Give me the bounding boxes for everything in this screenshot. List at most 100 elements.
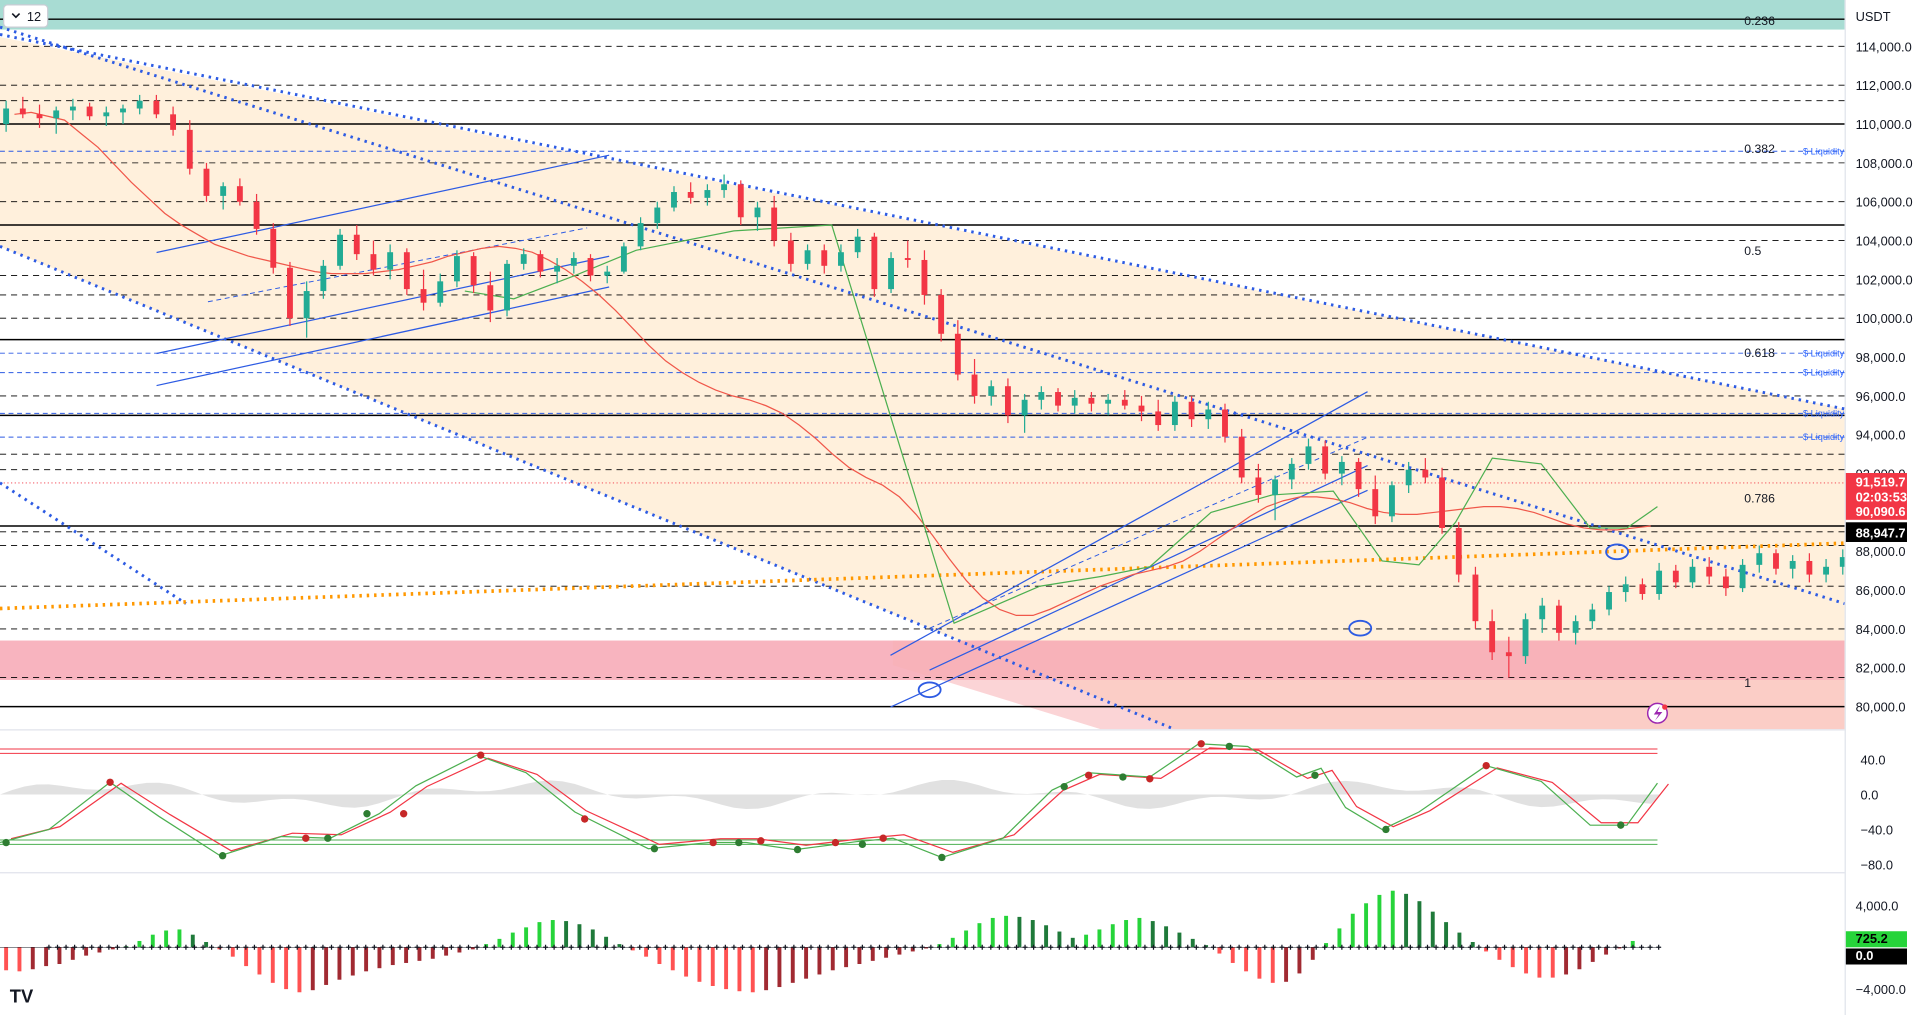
zero-cross-marker: [1442, 944, 1448, 950]
cross-dot: [650, 845, 659, 853]
zero-cross-marker: [286, 944, 292, 950]
histogram-bar: [1364, 903, 1369, 948]
interval-button[interactable]: 12: [3, 4, 49, 28]
candle-body: [353, 234, 360, 255]
zero-cross-marker: [1159, 944, 1165, 950]
histogram-bar: [1350, 913, 1355, 948]
zero-cross-marker: [1296, 944, 1302, 950]
candle-body: [1255, 477, 1262, 495]
chevron-down-icon: [11, 12, 21, 19]
histogram-bar: [457, 947, 462, 953]
histogram-bar: [1457, 932, 1462, 948]
price-pane[interactable]: 0.236 0.382 0.5 0.618 0.786 1 $ Liquidity $ Liq…: [0, 0, 1918, 730]
candle-body: [570, 258, 577, 266]
zero-cross-marker: [140, 944, 146, 950]
channel-line: [156, 154, 610, 254]
zero-cross-marker: [996, 944, 1002, 950]
zero-cross-marker: [303, 944, 309, 950]
candle-body: [1038, 392, 1045, 400]
fib-label: 0.786: [1744, 491, 1775, 505]
zero-cross-marker: [817, 944, 823, 950]
candle-body: [1355, 461, 1362, 490]
candle-body: [1071, 397, 1078, 406]
lightning-icon[interactable]: [1646, 702, 1668, 724]
candle-body: [1722, 576, 1729, 589]
zero-cross-marker: [414, 944, 420, 950]
histogram-bar: [1217, 947, 1222, 954]
candle-body: [1338, 461, 1345, 474]
candle-body: [721, 184, 728, 191]
histogram-bar: [924, 947, 929, 949]
logo-icon: TV: [10, 986, 34, 1007]
candle-body: [203, 168, 210, 196]
histogram-bar: [684, 947, 689, 977]
candle-body: [36, 114, 43, 119]
candle-body: [1455, 527, 1462, 575]
histogram-bar: [110, 947, 115, 950]
zero-cross-marker: [1356, 944, 1362, 950]
zero-cross-marker: [954, 944, 960, 950]
cross-dot: [1617, 821, 1625, 829]
histogram-bar: [1030, 920, 1035, 948]
histogram-bar: [537, 922, 542, 948]
zero-cross-marker: [1347, 944, 1353, 950]
histogram-bar: [230, 947, 235, 957]
candle-body: [1205, 409, 1212, 420]
candle-body: [1639, 584, 1646, 594]
histogram-bar: [1257, 947, 1262, 979]
zero-cross-marker: [1476, 944, 1482, 950]
price-tick-label: 108,000.0: [1856, 156, 1913, 171]
histogram-bar: [444, 947, 449, 956]
zero-cross-marker: [337, 944, 343, 950]
bottom-marker-circle: [1605, 543, 1630, 561]
zero-cross-marker: [714, 944, 720, 950]
zero-cross-marker: [877, 944, 882, 950]
cross-dot: [477, 751, 485, 759]
zero-cross-marker: [1596, 944, 1602, 950]
zero-cross-marker: [1185, 944, 1191, 950]
zero-cross-marker: [1510, 944, 1516, 950]
zero-cross-marker: [534, 944, 540, 950]
histogram-bar: [1524, 947, 1529, 974]
histogram-bar: [710, 947, 715, 986]
candle-body: [1656, 570, 1663, 594]
zero-cross-marker: [1099, 944, 1105, 950]
line-price-tag-bg: [1845, 522, 1907, 542]
zero-cross-marker: [859, 944, 865, 950]
zero-cross-marker: [1031, 944, 1037, 950]
candle-body: [1188, 401, 1195, 420]
candle-body: [1505, 652, 1512, 657]
histogram-tick-label: −4,000.0: [1856, 982, 1906, 997]
candle-body: [587, 258, 594, 276]
zero-cross-marker: [1236, 944, 1242, 950]
price-tick-label: 106,000.0: [1856, 195, 1913, 210]
liquidity-label: $ Liquidity: [1803, 368, 1845, 378]
zero-cross-marker: [971, 944, 977, 950]
zero-cross-marker: [277, 944, 283, 950]
candle-body: [504, 263, 510, 311]
zero-cross-marker: [594, 944, 600, 950]
histogram-bar: [84, 947, 89, 956]
zero-cross-marker: [431, 944, 437, 950]
zero-cross-marker: [1519, 944, 1525, 950]
candle-body: [1439, 477, 1445, 528]
candle-body: [1372, 489, 1379, 517]
cross-dot: [1311, 771, 1319, 779]
histogram-zero-markers: [0, 944, 1662, 950]
zero-cross-marker: [1108, 944, 1114, 950]
zero-cross-marker: [808, 944, 814, 950]
histogram-pane[interactable]: [0, 890, 1662, 993]
zero-cross-marker: [1210, 944, 1216, 950]
zero-cross-marker: [380, 944, 386, 950]
histogram-bar: [284, 947, 289, 990]
cross-dot: [1119, 773, 1127, 781]
zero-cross-marker: [688, 944, 694, 950]
candle-body: [153, 100, 160, 115]
zero-cross-marker: [1279, 944, 1285, 950]
price-tick-label: 82,000.0: [1856, 661, 1906, 676]
zero-cross-marker: [457, 944, 463, 950]
histogram-bar: [857, 947, 862, 965]
price-axis[interactable]: USDT 114,000.0 112,000.0 110,000.0 108,000.…: [1844, 0, 1918, 1015]
zero-cross-marker: [1288, 944, 1293, 950]
